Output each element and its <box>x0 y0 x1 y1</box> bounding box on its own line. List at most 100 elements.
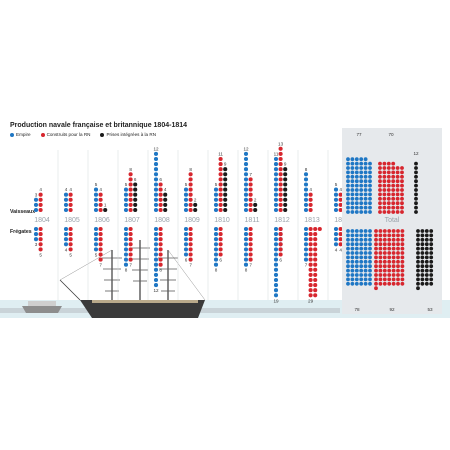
dot-vaisseaux-rn <box>218 156 223 162</box>
dot-fregates-empire <box>243 242 249 247</box>
total-dot-vaisseaux-empire <box>368 174 372 179</box>
year-label: 1810 <box>214 217 230 224</box>
total-dot-fregates-prises <box>424 246 429 251</box>
dot-vaisseaux-rn <box>128 207 133 213</box>
total-dot-fregates-empire <box>368 251 372 255</box>
total-dot-fregates-empire <box>359 259 364 264</box>
total-dot-fregates-rn <box>374 237 378 242</box>
value-label-fregates-rn: 29 <box>308 298 314 303</box>
total-dot-vaisseaux-rn <box>395 179 400 184</box>
total-dot-fregates-prises <box>424 237 429 242</box>
total-dot-vaisseaux-rn <box>400 205 404 210</box>
dot-vaisseaux-empire <box>273 162 279 167</box>
dot-fregates-rn <box>248 232 253 237</box>
total-dot-vaisseaux-empire <box>346 192 350 197</box>
dot-vaisseaux-empire <box>93 207 99 213</box>
dot-vaisseaux-prises <box>103 207 108 213</box>
dot-fregates-rn <box>308 283 313 288</box>
dot-fregates-rn <box>278 242 283 247</box>
total-dot-fregates-empire <box>368 229 372 233</box>
dot-fregates-rn <box>313 232 318 237</box>
value-label-fregates-rn: 7 <box>249 263 252 268</box>
total-dot-vaisseaux-rn <box>391 201 396 206</box>
dot-vaisseaux-rn <box>278 177 283 182</box>
dot-vaisseaux-empire <box>243 182 249 187</box>
total-dot-vaisseaux-empire <box>359 166 364 170</box>
dot-fregates-rn <box>128 242 133 247</box>
total-dot-fregates-empire <box>359 264 364 269</box>
value-label-vaisseaux-rn: 6 <box>159 177 162 182</box>
total-dot-fregates-rn <box>387 242 392 247</box>
dot-vaisseaux-prises <box>193 207 198 213</box>
total-dot-vaisseaux-empire <box>363 205 368 210</box>
total-dot-fregates-rn <box>391 229 396 233</box>
total-dot-fregates-rn <box>387 273 392 277</box>
dot-vaisseaux-rn <box>278 182 283 187</box>
dot-vaisseaux-empire <box>273 156 279 162</box>
dot-vaisseaux-rn <box>158 187 163 192</box>
total-dot-vaisseaux-empire <box>346 174 350 179</box>
chart-title: Production navale française et britanniq… <box>10 122 188 129</box>
total-dot-vaisseaux-empire <box>359 205 364 210</box>
total-dot-fregates-prises <box>424 242 429 247</box>
total-dot-fregates-prises <box>429 246 434 251</box>
dot-vaisseaux-rn <box>128 187 133 192</box>
total-dot-fregates-prises <box>416 268 420 273</box>
total-dot-fregates-empire <box>363 281 368 286</box>
total-dot-vaisseaux-rn <box>382 183 387 188</box>
value-label-vaisseaux-rn: 11 <box>218 152 223 157</box>
total-dot-vaisseaux-empire <box>368 179 372 184</box>
dot-fregates-rn <box>158 242 163 247</box>
total-dot-fregates-rn <box>374 264 378 269</box>
total-dot-fregates-prises <box>420 233 425 238</box>
dot-fregates-empire <box>273 242 279 247</box>
total-dot-fregates-empire <box>359 237 364 242</box>
dot-vaisseaux-empire <box>273 192 279 197</box>
dot-fregates-rn <box>158 237 163 242</box>
total-dot-fregates-rn <box>387 277 392 282</box>
total-dot-vaisseaux-empire <box>350 192 355 197</box>
dot-vaisseaux-rn <box>68 192 73 197</box>
total-dot-fregates-prises <box>424 259 429 264</box>
dot-vaisseaux-empire <box>213 192 219 197</box>
dot-fregates-rn <box>128 232 133 237</box>
total-dot-fregates-prises <box>429 273 434 277</box>
dot-fregates-rn <box>218 237 223 242</box>
total-dot-vaisseaux-rn <box>382 188 387 192</box>
dot-vaisseaux-empire <box>93 197 99 202</box>
total-dot-vaisseaux-rn <box>391 166 396 170</box>
total-dot-vaisseaux-empire <box>359 183 364 188</box>
total-dot-fregates-empire <box>359 229 364 233</box>
total-dot-vaisseaux-rn <box>382 174 387 179</box>
dot-vaisseaux-empire <box>303 182 309 187</box>
total-dot-fregates-empire <box>359 273 364 277</box>
dot-fregates-empire <box>183 226 189 232</box>
dot-fregates-empire <box>153 257 159 262</box>
value-label-fregates-rn: 5 <box>69 252 72 257</box>
total-dot-vaisseaux-empire <box>359 161 364 166</box>
dot-fregates-empire <box>243 257 249 262</box>
dot-vaisseaux-prises <box>163 202 168 207</box>
dot-fregates-empire <box>153 272 159 277</box>
total-value-fregates-empire: 78 <box>354 307 360 312</box>
total-dot-vaisseaux-empire <box>368 196 372 201</box>
dot-fregates-empire <box>153 277 159 283</box>
total-dot-fregates-prises <box>416 277 420 282</box>
total-dot-fregates-rn <box>396 255 400 260</box>
total-dot-vaisseaux-rn <box>391 174 396 179</box>
dot-vaisseaux-rn <box>68 207 73 213</box>
dot-fregates-empire <box>153 232 159 237</box>
value-label-vaisseaux-empire: 5 <box>125 182 128 187</box>
total-dot-fregates-rn <box>391 277 396 282</box>
total-dot-fregates-prises <box>429 264 434 269</box>
dot-vaisseaux-empire <box>183 207 189 213</box>
dot-vaisseaux-rn <box>278 167 283 172</box>
dot-vaisseaux-prises <box>223 177 228 182</box>
total-dot-fregates-empire <box>368 281 372 286</box>
value-label-fregates-rn: 5 <box>39 252 42 257</box>
total-dot-vaisseaux-prises <box>414 192 418 197</box>
total-dot-fregates-rn <box>382 273 387 277</box>
total-dot-fregates-rn <box>374 251 378 255</box>
dot-vaisseaux-empire <box>213 197 219 202</box>
total-dot-vaisseaux-empire <box>368 210 372 214</box>
